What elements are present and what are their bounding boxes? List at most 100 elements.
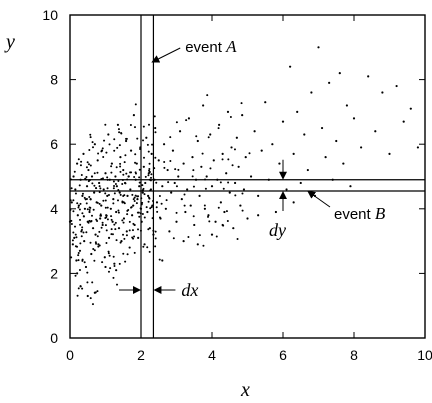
scatter-point (160, 202, 163, 205)
scatter-point (118, 131, 121, 134)
scatter-point (133, 126, 136, 129)
scatter-point (185, 119, 188, 122)
scatter-point (281, 120, 285, 123)
scatter-point (157, 159, 160, 162)
scatter-point (96, 219, 99, 222)
scatter-point (93, 172, 96, 175)
scatter-point (153, 115, 156, 118)
scatter-point (173, 181, 176, 185)
scatter-point (82, 231, 85, 234)
scatter-point (85, 185, 89, 188)
scatter-point (131, 229, 134, 232)
scatter-point (142, 187, 145, 190)
scatter-point (264, 101, 267, 104)
scatter-point (122, 221, 125, 224)
scatter-point (306, 168, 309, 172)
scatter-point (148, 168, 151, 171)
scatter-point (128, 220, 131, 223)
scatter-point (171, 149, 175, 152)
scatter-point (154, 126, 157, 130)
scatter-point (113, 264, 116, 267)
scatter-point (172, 237, 175, 240)
scatter-point (115, 239, 118, 242)
scatter-point (104, 206, 107, 209)
scatter-point (76, 202, 79, 205)
scatter-point (137, 211, 140, 214)
scatter-point (125, 172, 128, 175)
scatter-point (134, 194, 137, 197)
scatter-point (141, 191, 144, 194)
scatter-point (233, 181, 237, 185)
scatter-point (113, 138, 116, 141)
scatter-point (138, 215, 141, 218)
scatter-point (198, 194, 201, 197)
scatter-point (148, 250, 151, 253)
scatter-point (163, 166, 166, 169)
x-axis-label: x (240, 379, 250, 401)
scatter-point (169, 136, 172, 139)
scatter-point (388, 152, 391, 155)
scatter-point (292, 201, 295, 204)
scatter-point (116, 283, 119, 286)
scatter-point (70, 222, 73, 225)
scatter-point (104, 224, 107, 227)
scatter-point (102, 156, 105, 159)
scatter-point (289, 65, 292, 68)
scatter-point (100, 150, 103, 153)
scatter-point (124, 260, 127, 263)
scatter-point (150, 176, 153, 179)
scatter-point (374, 130, 377, 133)
scatter-point (149, 207, 152, 210)
scatter-point (83, 261, 86, 264)
scatter-point (102, 199, 105, 202)
scatter-point (142, 165, 145, 168)
scatter-point (103, 256, 106, 259)
scatter-point (133, 200, 136, 203)
scatter-point (99, 213, 102, 216)
scatter-point (106, 176, 109, 179)
scatter-point (232, 227, 235, 230)
scatter-point (93, 143, 96, 146)
scatter-point (203, 207, 206, 210)
scatter-point (138, 176, 141, 179)
scatter-point (106, 187, 109, 190)
scatter-point (97, 245, 100, 248)
scatter-point (88, 208, 91, 211)
scatter-point (104, 123, 107, 126)
scatter-point (86, 161, 89, 164)
scatter-point (77, 287, 80, 290)
dy-label: dy (269, 220, 286, 240)
scatter-point (200, 165, 203, 168)
scatter-point (117, 211, 120, 214)
scatter-point (175, 185, 178, 188)
scatter-point (212, 159, 215, 162)
scatter-point (134, 153, 137, 156)
scatter-point (223, 210, 226, 214)
scatter-point (367, 75, 370, 78)
scatter-point (191, 156, 194, 159)
scatter-point (70, 219, 73, 222)
scatter-point (138, 185, 141, 188)
scatter-point (416, 146, 419, 149)
scatter-point (78, 249, 82, 252)
scatter-point (142, 139, 145, 142)
scatter-point (192, 215, 195, 218)
scatter-point (146, 246, 149, 249)
y-tick-label: 10 (42, 7, 58, 23)
scatter-point (83, 240, 86, 243)
scatter-point (310, 91, 313, 94)
scatter-point (101, 147, 104, 150)
scatter-point (183, 204, 186, 207)
scatter-point (133, 175, 136, 178)
scatter-point (182, 240, 185, 243)
scatter-point (215, 235, 218, 238)
scatter-point (328, 81, 331, 84)
scatter-point (126, 194, 129, 197)
scatter-point (154, 230, 157, 233)
scatter-point (105, 151, 108, 154)
scatter-point (81, 259, 84, 262)
scatter-point (80, 235, 83, 238)
scatter-point (101, 261, 104, 264)
scatter-point (218, 123, 221, 126)
scatter-point (225, 172, 228, 175)
